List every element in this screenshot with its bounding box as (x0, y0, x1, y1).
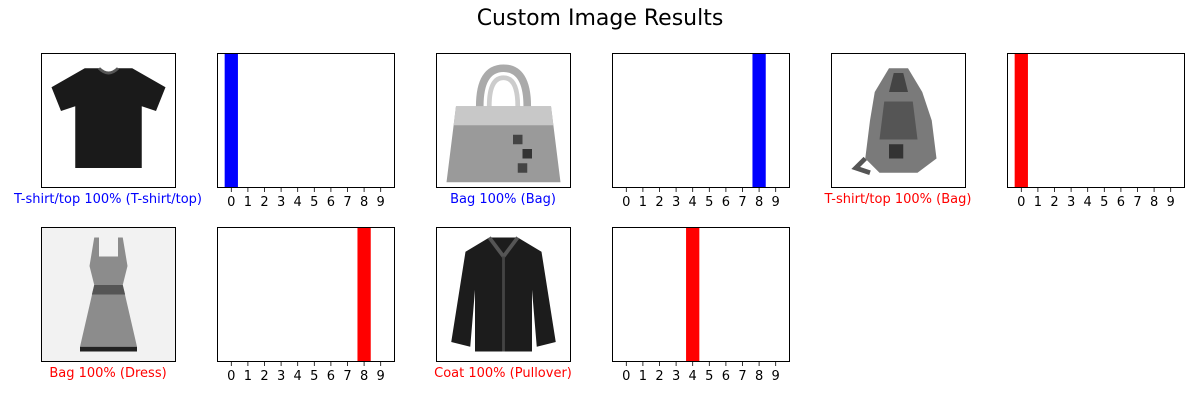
chart-1-tick-label-9: 9 (377, 195, 385, 210)
chart-3-tick-label-7: 7 (1133, 195, 1141, 210)
chart-4-tick-label-1: 1 (244, 369, 252, 384)
chart-1-tick-label-1: 1 (244, 195, 252, 210)
chart-3-tick-label-1: 1 (1034, 195, 1042, 210)
chart-5-bar-4 (686, 227, 700, 362)
chart-2-frame (612, 53, 790, 188)
chart-1-tick-label-7: 7 (343, 195, 351, 210)
chart-4-frame (217, 227, 395, 362)
chart-1-tick-label-0: 0 (227, 195, 235, 210)
chart-5-tick-label-4: 4 (689, 369, 697, 384)
image-caption-4: Bag 100% (Dress) (49, 366, 167, 381)
chart-4-tick-label-6: 6 (327, 369, 335, 384)
chart-1-tick-label-4: 4 (294, 195, 302, 210)
chart-5-tick-label-1: 1 (639, 369, 647, 384)
chart-5-tick-label-0: 0 (622, 369, 630, 384)
chart-5-tick-label-7: 7 (738, 369, 746, 384)
bag-image-icon (446, 64, 561, 183)
chart-3-tick-label-4: 4 (1084, 195, 1092, 210)
image-caption-1: T-shirt/top 100% (T-shirt/top) (14, 192, 202, 207)
jacket-image-icon (451, 236, 556, 352)
image-caption-5: Coat 100% (Pullover) (434, 366, 572, 381)
chart-4-bar-8 (357, 227, 371, 362)
chart-2-tick-label-9: 9 (772, 195, 780, 210)
chart-2-tick-label-3: 3 (672, 195, 680, 210)
chart-5-tick-label-9: 9 (772, 369, 780, 384)
dress-image-icon (80, 237, 137, 352)
bag-image (436, 53, 571, 188)
chart-2-tick-label-6: 6 (722, 195, 730, 210)
chart-1-tick-label-3: 3 (277, 195, 285, 210)
chart-4-tick-label-2: 2 (260, 369, 268, 384)
chart-1-tick-label-6: 6 (327, 195, 335, 210)
chart-3-frame (1007, 53, 1185, 188)
image-caption-3: T-shirt/top 100% (Bag) (824, 192, 972, 207)
chart-4-tick-label-7: 7 (343, 369, 351, 384)
jacket-image (436, 227, 571, 362)
chart-3-tick-label-8: 8 (1150, 195, 1158, 210)
chart-5-tick-label-5: 5 (705, 369, 713, 384)
chart-2-tick-label-7: 7 (738, 195, 746, 210)
chart-4-tick-label-0: 0 (227, 369, 235, 384)
chart-4-tick-label-8: 8 (360, 369, 368, 384)
chart-1-tick-label-8: 8 (360, 195, 368, 210)
backpack-image-icon (851, 68, 937, 176)
chart-2-tick-label-0: 0 (622, 195, 630, 210)
chart-2-tick-label-2: 2 (655, 195, 663, 210)
chart-2-tick-label-1: 1 (639, 195, 647, 210)
dress-image (41, 227, 176, 362)
chart-3-tick-label-2: 2 (1050, 195, 1058, 210)
chart-1-tick-label-5: 5 (310, 195, 318, 210)
chart-4-tick-label-4: 4 (294, 369, 302, 384)
chart-1-tick-label-2: 2 (260, 195, 268, 210)
chart-2-tick-label-4: 4 (689, 195, 697, 210)
chart-3-tick-label-5: 5 (1100, 195, 1108, 210)
chart-3-tick-label-9: 9 (1167, 195, 1175, 210)
tshirt-image (41, 53, 176, 188)
figure-title: Custom Image Results (476, 6, 724, 31)
chart-1-bar-0 (224, 53, 238, 188)
backpack-image (831, 53, 966, 188)
chart-4-tick-label-3: 3 (277, 369, 285, 384)
chart-2-tick-label-8: 8 (755, 195, 763, 210)
chart-3-tick-label-0: 0 (1017, 195, 1025, 210)
chart-5-frame (612, 227, 790, 362)
chart-4-tick-label-9: 9 (377, 369, 385, 384)
chart-5-tick-label-6: 6 (722, 369, 730, 384)
chart-5-tick-label-8: 8 (755, 369, 763, 384)
tshirt-image-icon (51, 67, 166, 168)
chart-2-bar-8 (752, 53, 766, 188)
chart-5-tick-label-2: 2 (655, 369, 663, 384)
chart-3-bar-0 (1014, 53, 1028, 188)
chart-3-tick-label-3: 3 (1067, 195, 1075, 210)
chart-4-tick-label-5: 5 (310, 369, 318, 384)
chart-3-tick-label-6: 6 (1117, 195, 1125, 210)
chart-2-tick-label-5: 5 (705, 195, 713, 210)
chart-5-tick-label-3: 3 (672, 369, 680, 384)
chart-1-frame (217, 53, 395, 188)
image-caption-2: Bag 100% (Bag) (450, 192, 556, 207)
